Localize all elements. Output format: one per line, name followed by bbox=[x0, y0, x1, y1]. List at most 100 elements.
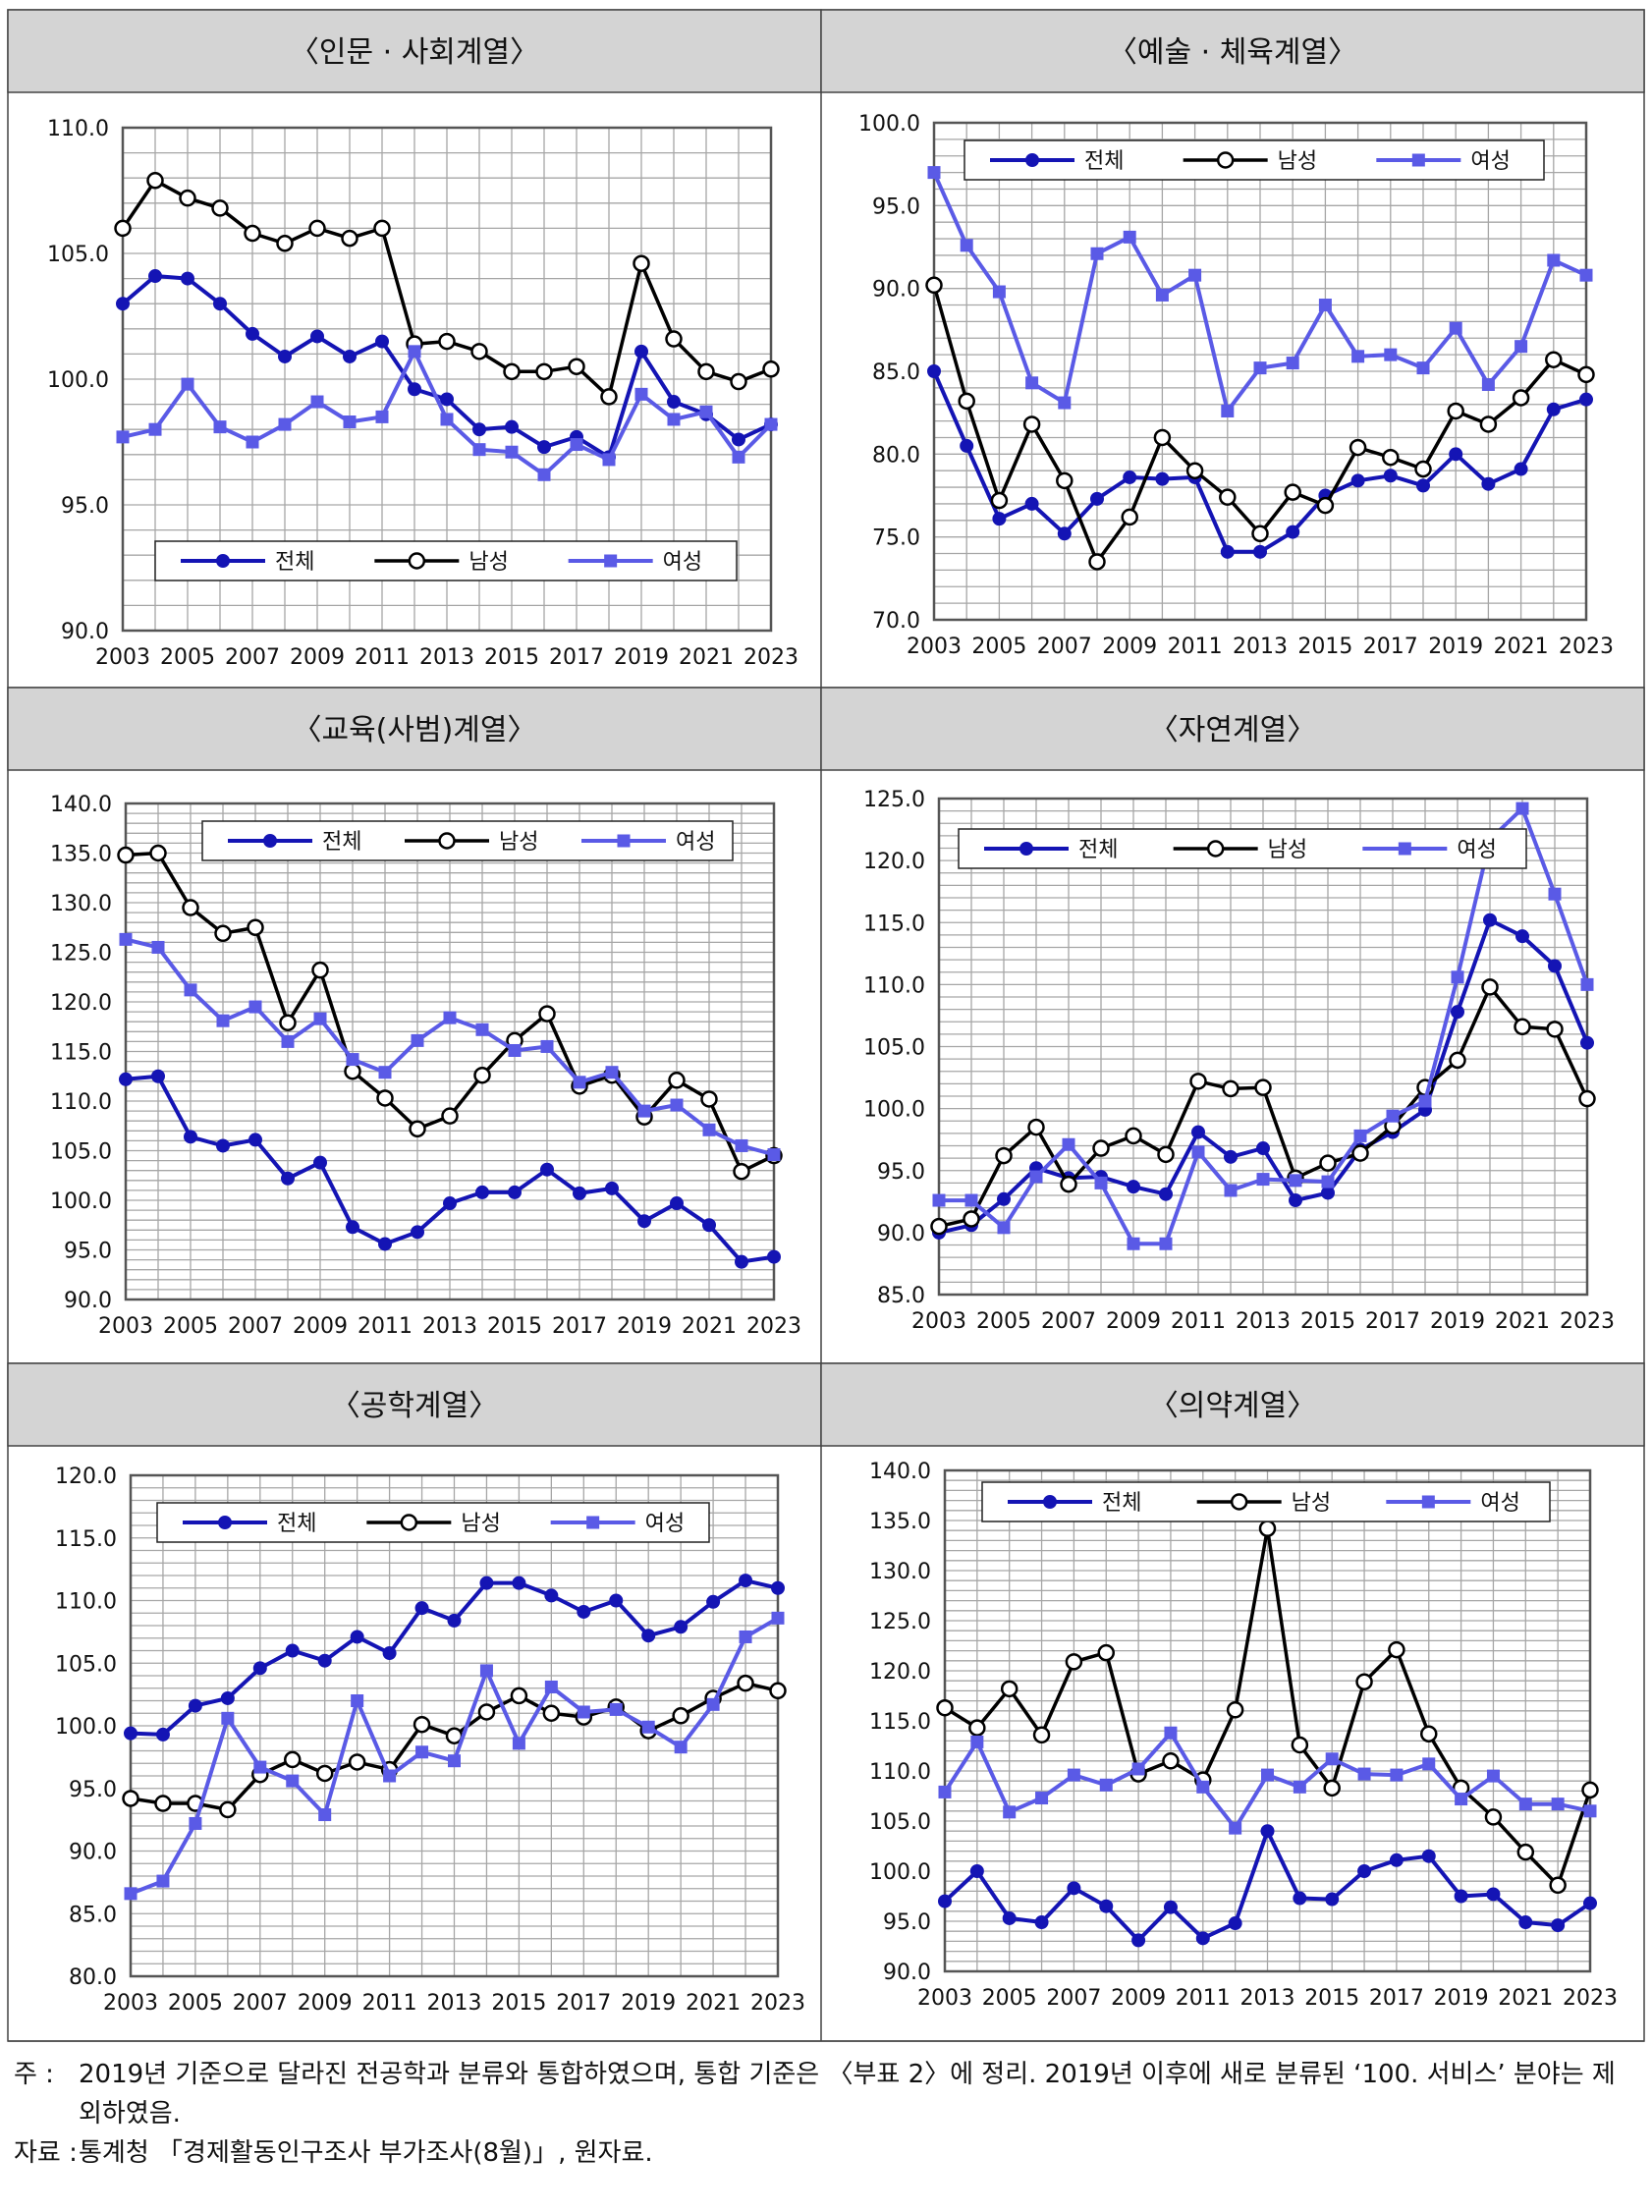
data-point-male bbox=[1251, 525, 1269, 543]
data-point-total bbox=[343, 349, 357, 363]
x-tick-label: 2007 bbox=[228, 1314, 283, 1339]
y-tick-label: 90.0 bbox=[61, 620, 109, 644]
data-point-female bbox=[732, 450, 745, 464]
y-tick-label: 95.0 bbox=[69, 1778, 117, 1802]
data-point-female bbox=[1003, 1805, 1017, 1819]
data-point-total bbox=[1389, 1853, 1404, 1867]
data-point-total bbox=[1057, 526, 1072, 541]
data-point-female bbox=[1289, 1174, 1302, 1188]
data-point-total bbox=[1260, 1824, 1275, 1839]
data-point-male bbox=[149, 844, 167, 862]
data-point-female bbox=[1386, 1109, 1400, 1123]
data-point-total bbox=[375, 334, 389, 349]
data-point-total bbox=[475, 1185, 489, 1199]
y-tick-label: 90.0 bbox=[64, 1289, 112, 1313]
x-tick-label: 2017 bbox=[552, 1314, 607, 1339]
note-line: 주 : 2019년 기준으로 달라진 전공학과 분류와 통합하였으며, 통합 기… bbox=[14, 2055, 1634, 2133]
data-point-female bbox=[286, 1774, 300, 1788]
y-tick-label: 140.0 bbox=[50, 793, 112, 817]
x-tick-label: 2019 bbox=[617, 1314, 672, 1339]
data-point-female bbox=[634, 387, 648, 401]
legend-marker-female bbox=[1411, 153, 1425, 167]
data-point-total bbox=[1256, 1141, 1270, 1156]
data-point-female bbox=[318, 1808, 332, 1822]
data-point-male bbox=[1056, 471, 1074, 490]
data-point-male bbox=[244, 224, 261, 243]
x-tick-label: 2023 bbox=[750, 1991, 805, 2016]
data-point-female bbox=[1547, 253, 1561, 267]
data-point-male bbox=[276, 235, 294, 252]
y-tick-label: 115.0 bbox=[55, 1527, 117, 1552]
data-point-total bbox=[1514, 462, 1528, 476]
x-tick-label: 2013 bbox=[1240, 1986, 1295, 2011]
y-tick-label: 125.0 bbox=[863, 788, 925, 812]
note-label: 주 : bbox=[14, 2060, 54, 2089]
data-point-female bbox=[964, 1193, 978, 1207]
x-tick-label: 2009 bbox=[290, 645, 345, 670]
data-point-female bbox=[116, 430, 130, 444]
y-tick-label: 95.0 bbox=[64, 1240, 112, 1264]
legend-label-male: 남성 bbox=[1278, 149, 1317, 174]
data-point-female bbox=[637, 1104, 651, 1118]
x-tick-label: 2003 bbox=[907, 635, 962, 659]
data-point-total bbox=[124, 1726, 138, 1741]
x-tick-label: 2013 bbox=[422, 1314, 477, 1339]
data-point-female bbox=[1131, 1762, 1145, 1776]
data-point-female bbox=[1224, 1184, 1238, 1197]
data-point-female bbox=[443, 1011, 457, 1024]
x-tick-label: 2023 bbox=[746, 1314, 801, 1339]
x-tick-label: 2021 bbox=[1498, 1986, 1553, 2011]
data-point-female bbox=[739, 1630, 752, 1643]
data-point-female bbox=[1067, 1768, 1080, 1782]
data-point-male bbox=[315, 1764, 334, 1783]
data-point-male bbox=[1189, 1073, 1207, 1090]
data-point-male bbox=[1219, 488, 1237, 506]
legend: 전체 남성 여성 bbox=[964, 139, 1545, 181]
data-point-female bbox=[1261, 1768, 1274, 1782]
data-point-male bbox=[1388, 1640, 1405, 1659]
data-point-total bbox=[472, 422, 486, 437]
data-point-total bbox=[447, 1613, 462, 1628]
y-tick-label: 130.0 bbox=[869, 1560, 931, 1584]
legend-marker-female bbox=[617, 834, 631, 848]
data-point-female bbox=[609, 1702, 623, 1716]
data-point-female bbox=[674, 1741, 688, 1754]
y-tick-label: 100.0 bbox=[55, 1715, 117, 1740]
y-tick-label: 120.0 bbox=[869, 1660, 931, 1685]
data-point-male bbox=[1382, 448, 1400, 467]
data-point-male bbox=[1088, 553, 1106, 571]
x-tick-label: 2013 bbox=[427, 1991, 482, 2016]
data-point-male bbox=[535, 362, 553, 381]
x-tick-label: 2005 bbox=[163, 1314, 218, 1339]
legend-marker-male bbox=[1206, 840, 1225, 857]
data-point-female bbox=[1486, 1769, 1500, 1783]
data-point-male bbox=[990, 491, 1009, 510]
data-point-male bbox=[1065, 1653, 1083, 1671]
data-point-total bbox=[992, 512, 1007, 526]
x-tick-label: 2021 bbox=[679, 645, 734, 670]
x-tick-label: 2015 bbox=[487, 1314, 542, 1339]
data-point-female bbox=[1221, 404, 1235, 417]
data-point-male bbox=[1027, 1118, 1045, 1136]
x-tick-label: 2021 bbox=[1494, 635, 1549, 659]
data-point-total bbox=[220, 1690, 235, 1705]
data-point-female bbox=[1127, 1237, 1140, 1250]
x-tick-label: 2013 bbox=[419, 645, 474, 670]
x-tick-label: 2015 bbox=[484, 645, 539, 670]
data-point-male bbox=[311, 961, 329, 979]
data-point-total bbox=[1099, 1899, 1114, 1913]
data-point-male bbox=[1449, 1051, 1466, 1070]
y-tick-label: 85.0 bbox=[877, 1284, 925, 1308]
y-tick-label: 90.0 bbox=[877, 1222, 925, 1246]
data-point-male bbox=[1545, 351, 1563, 368]
data-point-female bbox=[997, 1221, 1011, 1235]
y-tick-label: 110.0 bbox=[869, 1760, 931, 1785]
legend-label-male: 남성 bbox=[499, 830, 538, 855]
data-point-total bbox=[1024, 496, 1039, 511]
legend-label-total: 전체 bbox=[275, 550, 314, 575]
y-tick-label: 120.0 bbox=[863, 850, 925, 874]
data-point-male bbox=[668, 1072, 686, 1089]
data-point-male bbox=[473, 1066, 491, 1084]
data-point-male bbox=[697, 362, 715, 381]
data-point-female bbox=[992, 285, 1006, 299]
